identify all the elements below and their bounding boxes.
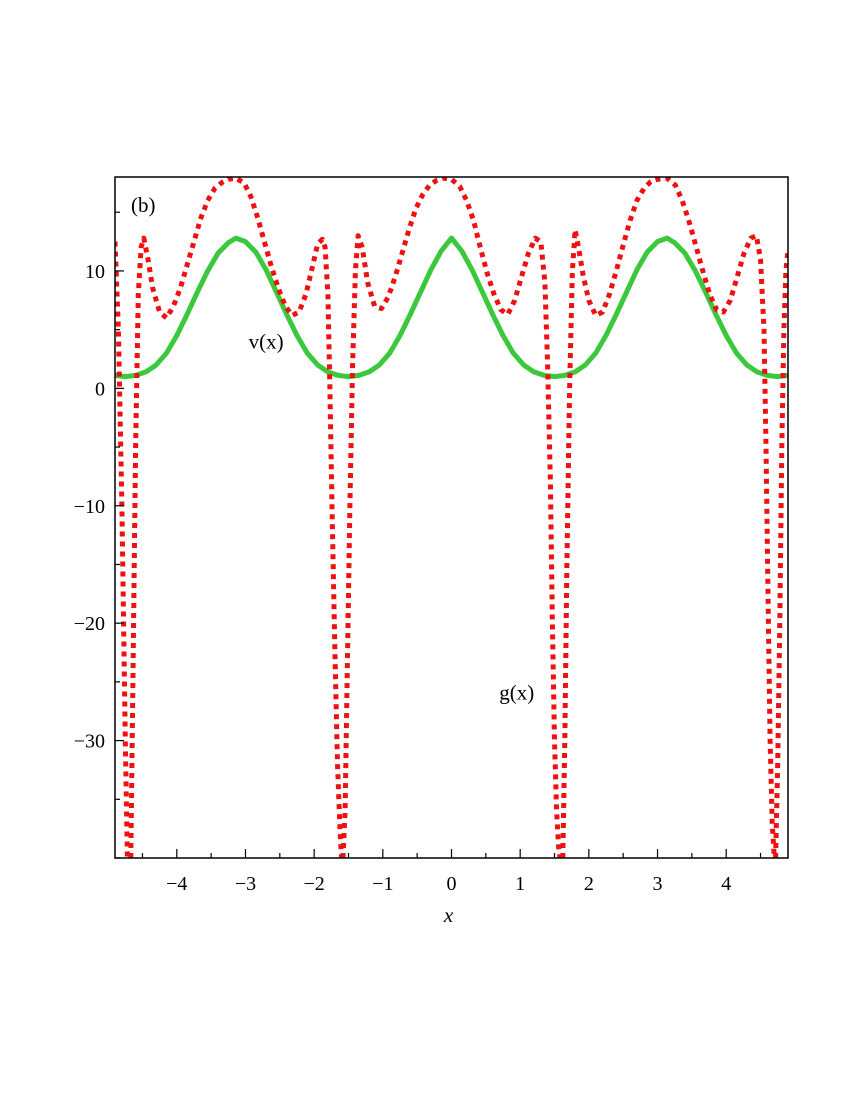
x-tick-label: 0	[447, 873, 457, 895]
series-line-g-segment-4	[773, 249, 788, 858]
y-tick-label: −30	[74, 731, 105, 753]
y-tick-label: −10	[74, 496, 105, 518]
plot-area	[115, 177, 788, 858]
series-line-g-segment-0	[115, 241, 130, 858]
x-tick-label: 3	[653, 873, 663, 895]
series-label-v: v(x)	[249, 329, 284, 353]
x-tick-label: −4	[166, 873, 187, 895]
series-line-g-segment-2	[340, 177, 563, 858]
y-tick-label: 0	[95, 378, 105, 400]
x-tick-label: 2	[584, 873, 594, 895]
series-line-v	[115, 235, 788, 380]
x-tick-label: −1	[372, 873, 393, 895]
x-tick-label: −3	[235, 873, 256, 895]
series-line-g-segment-3	[560, 177, 777, 858]
x-axis-title: x	[443, 903, 454, 927]
panel-label: (b)	[131, 193, 156, 217]
plot-layer	[115, 177, 788, 858]
series-line-g-segment-1	[128, 177, 345, 858]
x-tick-label: −2	[304, 873, 325, 895]
x-tick-label: 4	[721, 873, 731, 895]
y-tick-label: 10	[85, 261, 105, 283]
plot-frame	[114, 176, 789, 859]
x-tick-label: 1	[515, 873, 525, 895]
series-label-g: g(x)	[499, 680, 534, 704]
y-tick-label: −20	[74, 613, 105, 635]
